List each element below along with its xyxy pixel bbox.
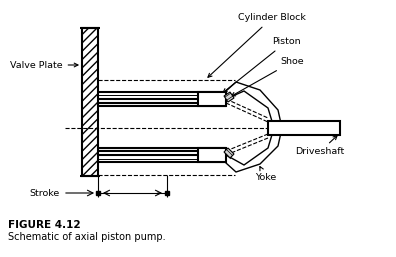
Text: Valve Plate: Valve Plate bbox=[10, 60, 78, 69]
Bar bbox=[198, 148, 226, 162]
Polygon shape bbox=[226, 82, 282, 172]
Text: Yoke: Yoke bbox=[255, 167, 276, 182]
Bar bbox=[268, 121, 340, 135]
Bar bbox=[198, 92, 226, 106]
Text: FIGURE 4.12: FIGURE 4.12 bbox=[8, 220, 81, 230]
Polygon shape bbox=[224, 148, 234, 158]
Polygon shape bbox=[224, 92, 234, 102]
Text: Stroke: Stroke bbox=[30, 188, 60, 197]
Bar bbox=[82, 28, 98, 176]
Text: Piston: Piston bbox=[223, 38, 301, 93]
Text: Schematic of axial piston pump.: Schematic of axial piston pump. bbox=[8, 232, 166, 242]
Text: Shoe: Shoe bbox=[232, 58, 304, 96]
Bar bbox=[96, 191, 100, 195]
Text: Cylinder Block: Cylinder Block bbox=[208, 14, 306, 77]
Bar bbox=[165, 191, 169, 195]
Text: Driveshaft: Driveshaft bbox=[295, 136, 344, 157]
